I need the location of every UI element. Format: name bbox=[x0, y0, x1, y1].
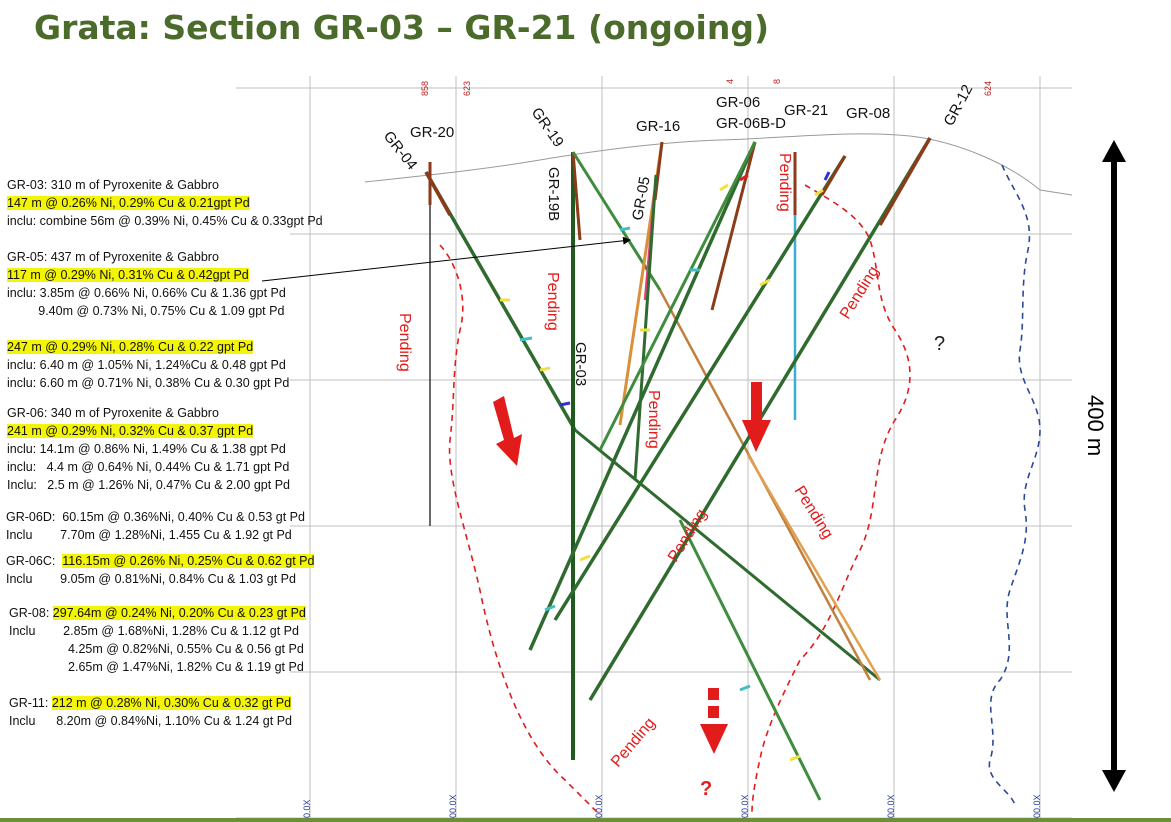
annotation-text: inclu: 4.4 m @ 0.64% Ni, 0.44% Cu & 1.71… bbox=[7, 460, 290, 474]
annotation-line: 241 m @ 0.29% Ni, 0.32% Cu & 0.37 gpt Pd bbox=[7, 424, 254, 439]
label-gr-06: GR-06 bbox=[716, 94, 760, 111]
scale-label: 400 m bbox=[1083, 395, 1108, 457]
annotation-line: GR-06C: 116.15m @ 0.26% Ni, 0.25% Cu & 0… bbox=[6, 554, 315, 569]
grid-label-top-3: 4 bbox=[725, 79, 735, 84]
annotation-text: GR-05: 437 m of Pyroxenite & Gabbro bbox=[7, 250, 219, 264]
annotation-text: GR-06D: 60.15m @ 0.36%Ni, 0.40% Cu & 0.5… bbox=[6, 510, 305, 524]
annotation-line: inclu: 4.4 m @ 0.64% Ni, 0.44% Cu & 1.71… bbox=[7, 460, 289, 475]
grid-label-bottom-1: 0.0X bbox=[302, 799, 312, 818]
highlighted-intercept: 117 m @ 0.29% Ni, 0.31% Cu & 0.42gpt Pd bbox=[7, 268, 249, 282]
annotation-text: Inclu: 2.5 m @ 1.26% Ni, 0.47% Cu & 2.00… bbox=[7, 478, 290, 492]
annotation-line: GR-11: 212 m @ 0.28% Ni, 0.30% Cu & 0.32… bbox=[9, 696, 292, 711]
annotation-line: 4.25m @ 0.82%Ni, 0.55% Cu & 0.56 gt Pd bbox=[9, 642, 304, 657]
annotation-prefix: GR-06C: bbox=[6, 554, 63, 568]
annotation-line: GR-06D: 60.15m @ 0.36%Ni, 0.40% Cu & 0.5… bbox=[6, 510, 305, 525]
highlighted-intercept: 212 m @ 0.28% Ni, 0.30% Cu & 0.32 gt Pd bbox=[51, 696, 292, 710]
annotation-line: inclu: 14.1m @ 0.86% Ni, 1.49% Cu & 1.38… bbox=[7, 442, 286, 457]
label-gr-20: GR-20 bbox=[410, 124, 454, 141]
contact-blue-dashed bbox=[988, 164, 1041, 806]
annotation-text: GR-03: 310 m of Pyroxenite & Gabbro bbox=[7, 178, 219, 192]
annotation-text: Inclu 9.05m @ 0.81%Ni, 0.84% Cu & 1.03 g… bbox=[6, 572, 296, 586]
annotation-line: 117 m @ 0.29% Ni, 0.31% Cu & 0.42gpt Pd bbox=[7, 268, 249, 283]
footer-bar bbox=[0, 818, 1171, 822]
topography-line bbox=[364, 133, 1073, 196]
annotation-text: inclu: 6.60 m @ 0.71% Ni, 0.38% Cu & 0.3… bbox=[7, 376, 290, 390]
annotation-line: 2.65m @ 1.47%Ni, 1.82% Cu & 1.19 gt Pd bbox=[9, 660, 304, 675]
highlighted-intercept: 297.64m @ 0.24% Ni, 0.20% Cu & 0.23 gt P… bbox=[52, 606, 306, 620]
label-gr-12: GR-12 bbox=[941, 82, 977, 129]
annotation-line: Inclu 9.05m @ 0.81%Ni, 0.84% Cu & 1.03 g… bbox=[6, 572, 296, 587]
annotation-text: Inclu 7.70m @ 1.28%Ni, 1.455 Cu & 1.92 g… bbox=[6, 528, 292, 542]
annotation-prefix: GR-08: bbox=[9, 606, 53, 620]
slide-title: Grata: Section GR-03 – GR-21 (ongoing) bbox=[34, 8, 770, 47]
pending-label-4: Pending bbox=[776, 153, 793, 212]
annotation-text: 4.25m @ 0.82%Ni, 0.55% Cu & 0.56 gt Pd bbox=[9, 642, 304, 656]
grid-label-bottom-5: 00.0X bbox=[886, 794, 896, 818]
annotation-text: inclu: combine 56m @ 0.39% Ni, 0.45% Cu … bbox=[7, 214, 323, 228]
annotation-text: GR-06: 340 m of Pyroxenite & Gabbro bbox=[7, 406, 219, 420]
annotation-prefix: GR-11: bbox=[9, 696, 52, 710]
label-gr-16: GR-16 bbox=[636, 118, 680, 135]
label-gr-06b-d: GR-06B-D bbox=[716, 115, 786, 132]
label-gr-19b: GR-19B bbox=[545, 167, 562, 221]
pending-label-8: Pending bbox=[608, 715, 659, 771]
label-gr-21: GR-21 bbox=[784, 102, 828, 119]
pending-label-3: Pending bbox=[645, 390, 662, 449]
grid-label-top-5: 624 bbox=[983, 81, 993, 96]
label-gr-08: GR-08 bbox=[846, 105, 890, 122]
annotation-line: GR-03: 310 m of Pyroxenite & Gabbro bbox=[7, 178, 219, 193]
gr05-callout-line bbox=[261, 236, 631, 282]
grid-label-top-1: 858 bbox=[420, 81, 430, 96]
annotation-line: GR-08: 297.64m @ 0.24% Ni, 0.20% Cu & 0.… bbox=[9, 606, 306, 621]
highlighted-intercept: 116.15m @ 0.26% Ni, 0.25% Cu & 0.62 gt P… bbox=[62, 554, 315, 568]
annotation-text: 2.65m @ 1.47%Ni, 1.82% Cu & 1.19 gt Pd bbox=[9, 660, 304, 674]
grid-label-top-4: 8 bbox=[772, 79, 782, 84]
annotation-line: GR-05: 437 m of Pyroxenite & Gabbro bbox=[7, 250, 219, 265]
grid-label-bottom-3: 00.0X bbox=[594, 794, 604, 818]
annotation-text: inclu: 6.40 m @ 1.05% Ni, 1.24%Cu & 0.48… bbox=[7, 358, 286, 372]
red-arrow-dashed bbox=[700, 688, 728, 754]
annotation-line: inclu: combine 56m @ 0.39% Ni, 0.45% Cu … bbox=[7, 214, 323, 229]
annotation-line: 147 m @ 0.26% Ni, 0.29% Cu & 0.21gpt Pd bbox=[7, 196, 250, 211]
unknown-mark-bottom: ? bbox=[700, 778, 712, 800]
annotation-line: inclu: 6.60 m @ 0.71% Ni, 0.38% Cu & 0.3… bbox=[7, 376, 289, 391]
annotation-text: Inclu 2.85m @ 1.68%Ni, 1.28% Cu & 1.12 g… bbox=[9, 624, 299, 638]
annotation-line: inclu: 6.40 m @ 1.05% Ni, 1.24%Cu & 0.48… bbox=[7, 358, 286, 373]
annotation-line: 247 m @ 0.29% Ni, 0.28% Cu & 0.22 gpt Pd bbox=[7, 340, 254, 355]
highlighted-intercept: 147 m @ 0.26% Ni, 0.29% Cu & 0.21gpt Pd bbox=[7, 196, 250, 210]
drill-traces bbox=[424, 137, 932, 801]
red-arrow-center bbox=[742, 382, 771, 452]
highlighted-intercept: 247 m @ 0.29% Ni, 0.28% Cu & 0.22 gpt Pd bbox=[7, 340, 254, 354]
annotation-text: 9.40m @ 0.73% Ni, 0.75% Cu & 1.09 gpt Pd bbox=[7, 304, 285, 318]
pending-label-5: Pending bbox=[837, 263, 883, 322]
label-gr-19: GR-19 bbox=[528, 105, 567, 151]
annotation-line: Inclu 2.85m @ 1.68%Ni, 1.28% Cu & 1.12 g… bbox=[9, 624, 299, 639]
unknown-mark-right: ? bbox=[934, 333, 945, 355]
scale-arrow bbox=[1102, 140, 1126, 792]
grid-label-bottom-2: 00.0X bbox=[448, 794, 458, 818]
grid-label-bottom-4: 00.0X bbox=[740, 794, 750, 818]
red-arrow-left bbox=[493, 396, 522, 466]
highlighted-intercept: 241 m @ 0.29% Ni, 0.32% Cu & 0.37 gpt Pd bbox=[7, 424, 254, 438]
annotation-line: Inclu 8.20m @ 0.84%Ni, 1.10% Cu & 1.24 g… bbox=[9, 714, 292, 729]
annotation-line: Inclu: 2.5 m @ 1.26% Ni, 0.47% Cu & 2.00… bbox=[7, 478, 290, 493]
pending-label-2: Pending bbox=[544, 272, 561, 331]
annotation-text: Inclu 8.20m @ 0.84%Ni, 1.10% Cu & 1.24 g… bbox=[9, 714, 292, 728]
contact-red-dashed bbox=[439, 184, 911, 816]
grid-label-bottom-6: 00.0X bbox=[1032, 794, 1042, 818]
pending-label-1: Pending bbox=[396, 313, 413, 372]
annotation-line: inclu: 3.85m @ 0.66% Ni, 0.66% Cu & 1.36… bbox=[7, 286, 286, 301]
annotation-text: inclu: 14.1m @ 0.86% Ni, 1.49% Cu & 1.38… bbox=[7, 442, 286, 456]
label-gr-03: GR-03 bbox=[572, 342, 589, 386]
annotation-line: GR-06: 340 m of Pyroxenite & Gabbro bbox=[7, 406, 219, 421]
assay-ticks bbox=[500, 171, 831, 762]
pending-label-7: Pending bbox=[791, 483, 837, 542]
grid-label-top-2: 623 bbox=[462, 81, 472, 96]
annotation-line: 9.40m @ 0.73% Ni, 0.75% Cu & 1.09 gpt Pd bbox=[7, 304, 284, 319]
annotation-line: Inclu 7.70m @ 1.28%Ni, 1.455 Cu & 1.92 g… bbox=[6, 528, 292, 543]
annotation-text: inclu: 3.85m @ 0.66% Ni, 0.66% Cu & 1.36… bbox=[7, 286, 286, 300]
